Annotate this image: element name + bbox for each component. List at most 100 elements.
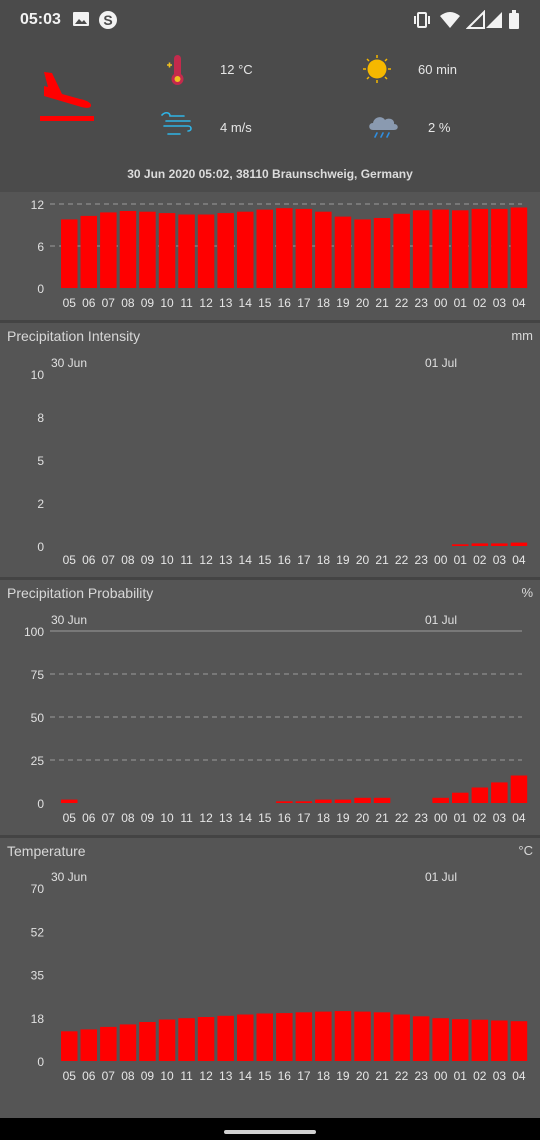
- x-tick-label: 14: [239, 811, 253, 825]
- bar: [452, 793, 469, 803]
- x-tick-label: 11: [180, 296, 193, 310]
- temperature-chart: 70523518030 Jun 01 Jul05 06 07 08 09 10 11 12 13 1…: [0, 838, 540, 1118]
- y-tick-label: 35: [31, 969, 45, 983]
- svg-text:S: S: [103, 12, 112, 28]
- bar: [511, 776, 528, 804]
- x-tick-label: 11: [180, 1069, 193, 1083]
- y-tick-label: 5: [37, 454, 44, 468]
- bar: [354, 1012, 371, 1061]
- x-tick-label: 17: [297, 553, 311, 567]
- y-tick-label: 100: [24, 625, 44, 639]
- y-tick-label: 0: [37, 1055, 44, 1069]
- temperature-value: 12 °C: [220, 62, 253, 77]
- x-tick-label: 12: [199, 1069, 213, 1083]
- day-label: 01 Jul: [425, 356, 457, 370]
- bar: [100, 212, 117, 288]
- x-tick-label: 01: [454, 296, 468, 310]
- bar: [159, 213, 176, 288]
- temperature-panel: Temperature °C 70 52 35 18 0 30 Jun 01 Jul 05 06…: [0, 838, 540, 1118]
- bar: [159, 1020, 176, 1062]
- bar: [335, 800, 352, 803]
- x-tick-label: 04: [512, 811, 526, 825]
- sunshine-value: 60 min: [418, 62, 457, 77]
- x-tick-label: 16: [278, 296, 292, 310]
- bar: [296, 1012, 313, 1061]
- x-tick-label: 00: [434, 811, 448, 825]
- sun-icon: [363, 55, 391, 88]
- bar: [276, 208, 293, 288]
- x-tick-label: 00: [434, 553, 448, 567]
- signal-icon: [466, 10, 506, 35]
- x-tick-label: 03: [493, 553, 507, 567]
- y-tick-label: 0: [37, 540, 44, 554]
- x-tick-label: 19: [336, 811, 350, 825]
- y-tick-label: 0: [37, 282, 44, 296]
- x-tick-label: 22: [395, 1069, 409, 1083]
- x-tick-label: 20: [356, 811, 370, 825]
- x-tick-label: 11: [180, 811, 193, 825]
- x-tick-label: 15: [258, 553, 272, 567]
- x-tick-label: 07: [102, 296, 116, 310]
- y-tick-label: 75: [31, 668, 45, 682]
- x-tick-label: 14: [239, 1069, 253, 1083]
- bar: [393, 214, 410, 288]
- x-tick-label: 08: [121, 296, 135, 310]
- bar: [491, 543, 508, 546]
- precip-prob-value: 2 %: [428, 120, 450, 135]
- x-tick-label: 10: [160, 1069, 174, 1083]
- x-tick-label: 18: [317, 553, 331, 567]
- x-tick-label: 01: [454, 553, 468, 567]
- bar: [472, 209, 489, 288]
- bar: [100, 1027, 117, 1061]
- bar: [354, 219, 371, 288]
- x-tick-label: 09: [141, 296, 155, 310]
- bar: [178, 1018, 195, 1061]
- bar: [217, 213, 234, 288]
- x-tick-label: 13: [219, 811, 233, 825]
- bar: [198, 215, 215, 289]
- bar: [61, 1031, 78, 1061]
- x-tick-label: 04: [512, 553, 526, 567]
- bar: [276, 1013, 293, 1061]
- x-tick-label: 08: [121, 811, 135, 825]
- battery-icon: [508, 10, 520, 35]
- bar: [237, 212, 254, 288]
- x-tick-label: 22: [395, 811, 409, 825]
- bar: [61, 800, 78, 803]
- bar: [139, 212, 156, 288]
- bar: [472, 543, 489, 546]
- x-tick-label: 21: [375, 553, 389, 567]
- bar: [315, 212, 332, 288]
- x-tick-label: 20: [356, 1069, 370, 1083]
- x-tick-label: 15: [258, 1069, 272, 1083]
- bar: [413, 1016, 430, 1061]
- top-bar-chart: 12 6 0 05 06 07 08 09 10 11 12 13 14 15 16 17 18 19 20 21 22…: [0, 192, 540, 320]
- bar: [374, 1012, 391, 1061]
- day-label: 30 Jun: [51, 613, 87, 627]
- day-label: 01 Jul: [425, 870, 457, 884]
- status-bar: 05:03 S: [0, 0, 540, 40]
- location-datetime: 30 Jun 2020 05:02, 38110 Braunschweig, G…: [0, 167, 540, 181]
- home-gesture-handle[interactable]: [224, 1130, 316, 1134]
- y-tick-label: 25: [31, 754, 45, 768]
- x-tick-label: 10: [160, 553, 174, 567]
- bar: [452, 1019, 469, 1061]
- y-tick-label: 18: [31, 1012, 45, 1026]
- x-tick-label: 17: [297, 1069, 311, 1083]
- wind-value: 4 m/s: [220, 120, 252, 135]
- bar: [315, 800, 332, 803]
- status-time: 05:03: [20, 11, 61, 29]
- x-tick-label: 20: [356, 553, 370, 567]
- x-tick-label: 16: [278, 811, 292, 825]
- bar: [81, 216, 98, 288]
- x-tick-label: 18: [317, 296, 331, 310]
- bar: [276, 801, 293, 803]
- x-tick-label: 19: [336, 1069, 350, 1083]
- x-tick-label: 21: [375, 296, 389, 310]
- bar: [315, 1012, 332, 1061]
- precipitation-intensity-panel: Precipitation Intensity mm 10 8 5 2 0 30 Jun 0…: [0, 323, 540, 577]
- bar: [354, 798, 371, 803]
- y-tick-label: 50: [31, 711, 45, 725]
- rain-cloud-icon: [366, 112, 400, 147]
- s-app-icon: S: [98, 10, 118, 35]
